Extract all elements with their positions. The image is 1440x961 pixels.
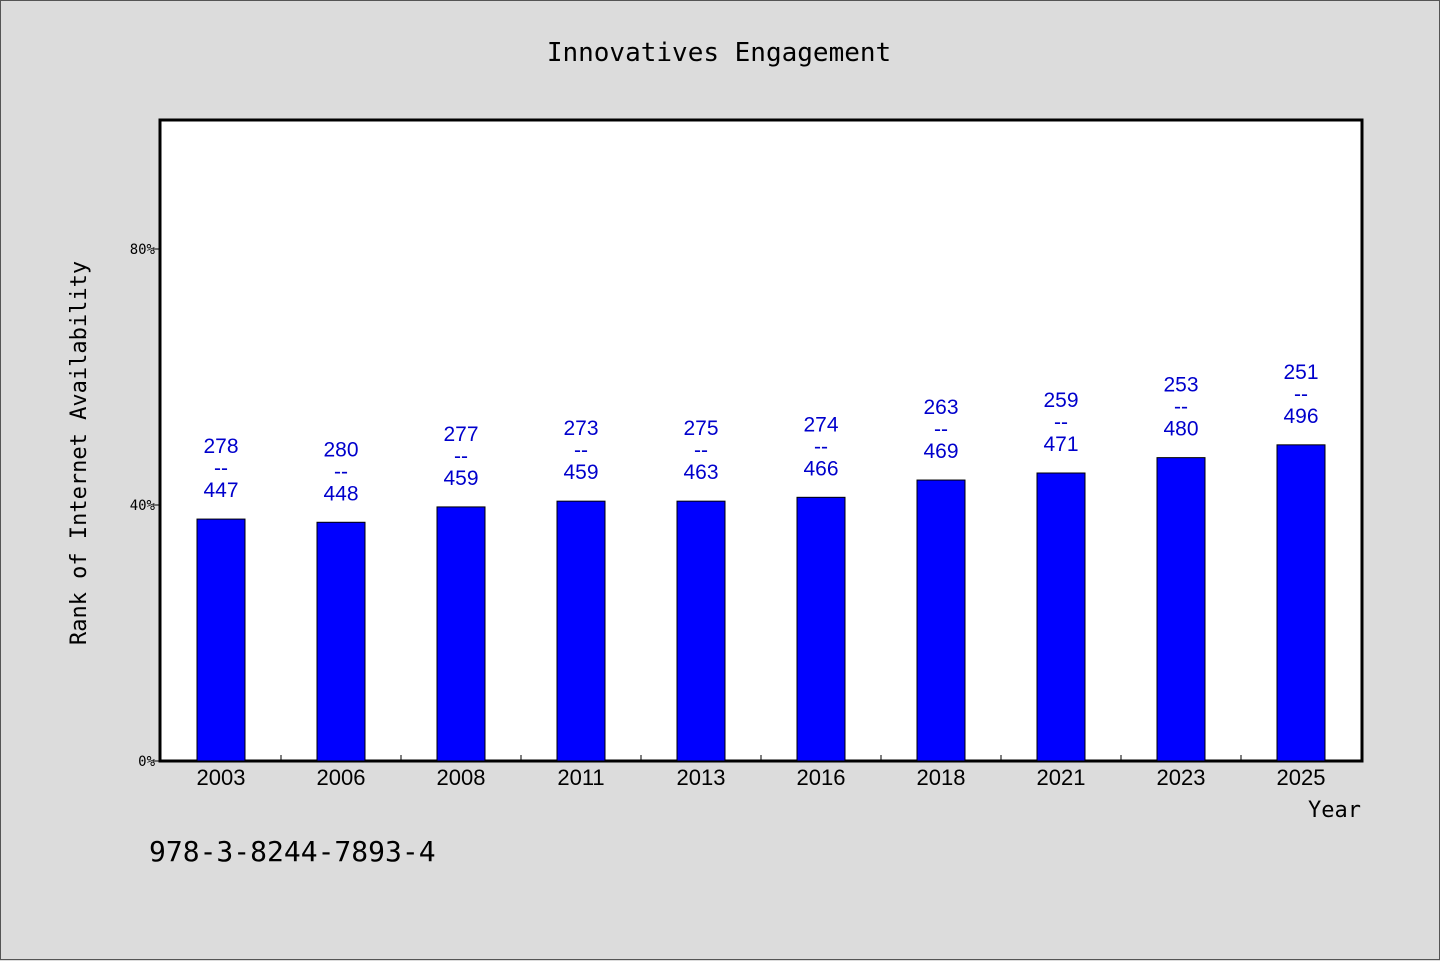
data-label-2023-1: -- bbox=[1174, 396, 1188, 419]
y-axis: 0% 40% 80% bbox=[130, 242, 161, 770]
data-label-2018-0: 263 bbox=[923, 396, 958, 419]
data-label-2018-2: 469 bbox=[923, 440, 958, 463]
chart-title: Innovatives Engagement bbox=[547, 38, 891, 68]
data-label-2006-0: 280 bbox=[323, 438, 358, 461]
data-label-2023-2: 480 bbox=[1163, 418, 1198, 441]
bar-2023 bbox=[1156, 457, 1206, 762]
bar-2011 bbox=[556, 500, 606, 762]
x-tick-label-2003: 2003 bbox=[197, 765, 246, 790]
y-tick-label-40pct: 40% bbox=[130, 498, 156, 514]
x-tick-label-2006: 2006 bbox=[317, 765, 366, 790]
x-tick-label-2021: 2021 bbox=[1037, 765, 1086, 790]
data-label-2006-1: -- bbox=[334, 460, 348, 483]
x-axis-title: Year bbox=[1308, 798, 1361, 823]
data-label-2025-1: -- bbox=[1294, 383, 1308, 406]
data-label-2011-0: 273 bbox=[563, 417, 598, 440]
x-tick-label-2023: 2023 bbox=[1157, 765, 1206, 790]
y-axis-title: Rank of Internet Availability bbox=[67, 261, 92, 645]
x-tick-label-2018: 2018 bbox=[917, 765, 966, 790]
data-label-2025-2: 496 bbox=[1283, 405, 1318, 428]
bar-2018 bbox=[916, 479, 966, 762]
bar-2008 bbox=[436, 506, 486, 762]
data-label-2016-2: 466 bbox=[803, 457, 838, 480]
bar-2021 bbox=[1036, 472, 1086, 762]
data-label-2008-0: 277 bbox=[443, 423, 478, 446]
isbn-label: 978-3-8244-7893-4 bbox=[149, 835, 436, 868]
data-label-2016-0: 274 bbox=[803, 413, 838, 436]
data-label-2023-0: 253 bbox=[1163, 374, 1198, 397]
x-tick-label-2008: 2008 bbox=[437, 765, 486, 790]
bar-2013 bbox=[676, 500, 726, 762]
data-label-2013-2: 463 bbox=[683, 461, 718, 484]
data-label-2003-2: 447 bbox=[203, 479, 238, 502]
bars-layer bbox=[196, 444, 1326, 762]
x-tick-label-2011: 2011 bbox=[557, 765, 604, 790]
x-tick-label-2013: 2013 bbox=[677, 765, 726, 790]
data-label-2008-2: 459 bbox=[443, 467, 478, 490]
bar-2016 bbox=[796, 496, 846, 762]
data-label-2008-1: -- bbox=[454, 445, 468, 468]
x-tick-label-2025: 2025 bbox=[1277, 765, 1326, 790]
x-tick-label-2016: 2016 bbox=[797, 765, 846, 790]
data-label-2011-1: -- bbox=[574, 439, 588, 462]
x-axis: 2003 2006 2008 2011 2013 2016 2018 2021 2023 2025 bbox=[197, 755, 1326, 790]
data-label-2011-2: 459 bbox=[563, 461, 598, 484]
bar-2006 bbox=[316, 521, 366, 762]
data-label-2006-2: 448 bbox=[323, 482, 358, 505]
data-label-2003-0: 278 bbox=[203, 435, 238, 458]
data-label-2013-1: -- bbox=[694, 439, 708, 462]
data-label-2025-0: 251 bbox=[1283, 361, 1318, 384]
bar-2003 bbox=[196, 518, 246, 762]
data-label-2016-1: -- bbox=[814, 435, 828, 458]
data-label-2013-0: 275 bbox=[683, 417, 718, 440]
data-label-2003-1: -- bbox=[214, 457, 228, 480]
data-label-2021-2: 471 bbox=[1043, 433, 1078, 456]
y-tick-label-0pct: 0% bbox=[138, 754, 155, 770]
bar-2025 bbox=[1276, 444, 1326, 762]
y-tick-label-80pct: 80% bbox=[130, 242, 156, 258]
data-labels-layer: 278--447280--448277--459273--459275--463… bbox=[203, 361, 1318, 505]
data-label-2018-1: -- bbox=[934, 418, 948, 441]
data-label-2021-1: -- bbox=[1054, 411, 1068, 434]
data-label-2021-0: 259 bbox=[1043, 389, 1078, 412]
